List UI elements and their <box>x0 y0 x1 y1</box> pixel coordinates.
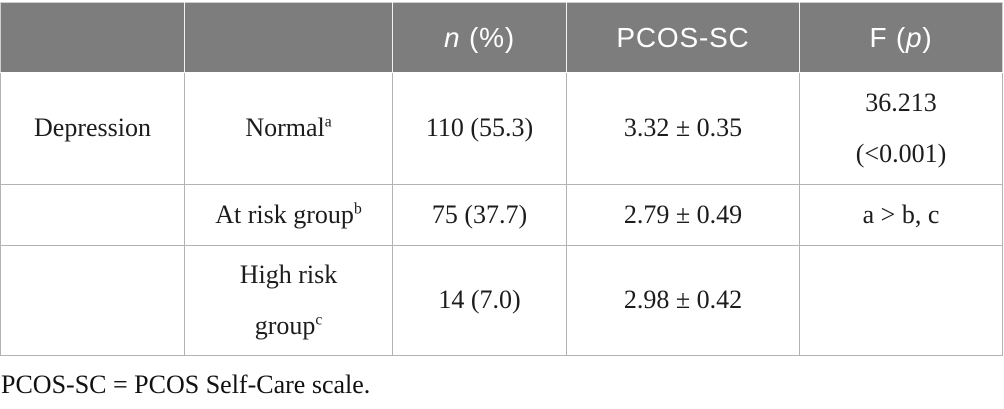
cell-pcos-sc: 2.79 ± 0.49 <box>566 184 800 246</box>
cell-f-p: a > b, c <box>799 184 1003 246</box>
header-f-post: ) <box>922 21 933 53</box>
group-label: Normal <box>245 113 325 143</box>
cell-category <box>0 184 185 246</box>
group-label-line2: groupc <box>191 301 386 352</box>
cell-category: Depression <box>0 72 185 185</box>
cell-pcos-sc: 3.32 ± 0.35 <box>566 72 800 185</box>
f-value-line2: (<0.001) <box>855 138 947 168</box>
table-row-normal: Depression Normala 110 (55.3) 3.32 ± 0.3… <box>0 72 1003 185</box>
group-label-line1: High risk <box>239 259 338 289</box>
cell-n-pct: 110 (55.3) <box>392 72 567 185</box>
f-value-line1: 36.213 <box>865 87 937 117</box>
header-cell-n-pct: n (%) <box>392 2 567 73</box>
cell-group: At risk groupb <box>184 184 393 246</box>
group-label: group <box>254 310 316 340</box>
table-row-high-risk: High risk groupc 14 (7.0) 2.98 ± 0.42 <box>0 245 1003 356</box>
header-cell-f-p: F (p) <box>799 2 1003 73</box>
header-cell-pcos-sc: PCOS-SC <box>566 2 800 73</box>
header-cell-empty-1 <box>0 2 185 73</box>
cell-category <box>0 245 185 356</box>
cell-group: High risk groupc <box>184 245 393 356</box>
table-header-row: n (%) PCOS-SC F (p) <box>0 2 1003 73</box>
cell-n-pct: 14 (7.0) <box>392 245 567 356</box>
cell-pcos-sc: 2.98 ± 0.42 <box>566 245 800 356</box>
header-p-italic: p <box>906 21 923 53</box>
cell-group: Normala <box>184 72 393 185</box>
cell-f-p: 36.213 (<0.001) <box>799 72 1003 185</box>
footnote-mark-b: b <box>353 200 362 217</box>
depression-pcos-table: n (%) PCOS-SC F (p) Depression Normala 1… <box>0 2 1003 356</box>
header-f-pre: F ( <box>869 21 907 53</box>
cell-n-pct: 75 (37.7) <box>392 184 567 246</box>
header-cell-empty-2 <box>184 2 393 73</box>
cell-f-p <box>799 245 1003 356</box>
group-label: At risk group <box>215 199 354 229</box>
table-footnote: PCOS-SC = PCOS Self-Care scale. <box>1 370 371 399</box>
header-n-italic: n <box>444 21 461 53</box>
table-row-at-risk: At risk groupb 75 (37.7) 2.79 ± 0.49 a >… <box>0 184 1003 246</box>
header-pct-rest: (%) <box>460 21 515 53</box>
footnote-mark-a: a <box>324 113 332 131</box>
footnote-mark-c: c <box>315 310 323 328</box>
